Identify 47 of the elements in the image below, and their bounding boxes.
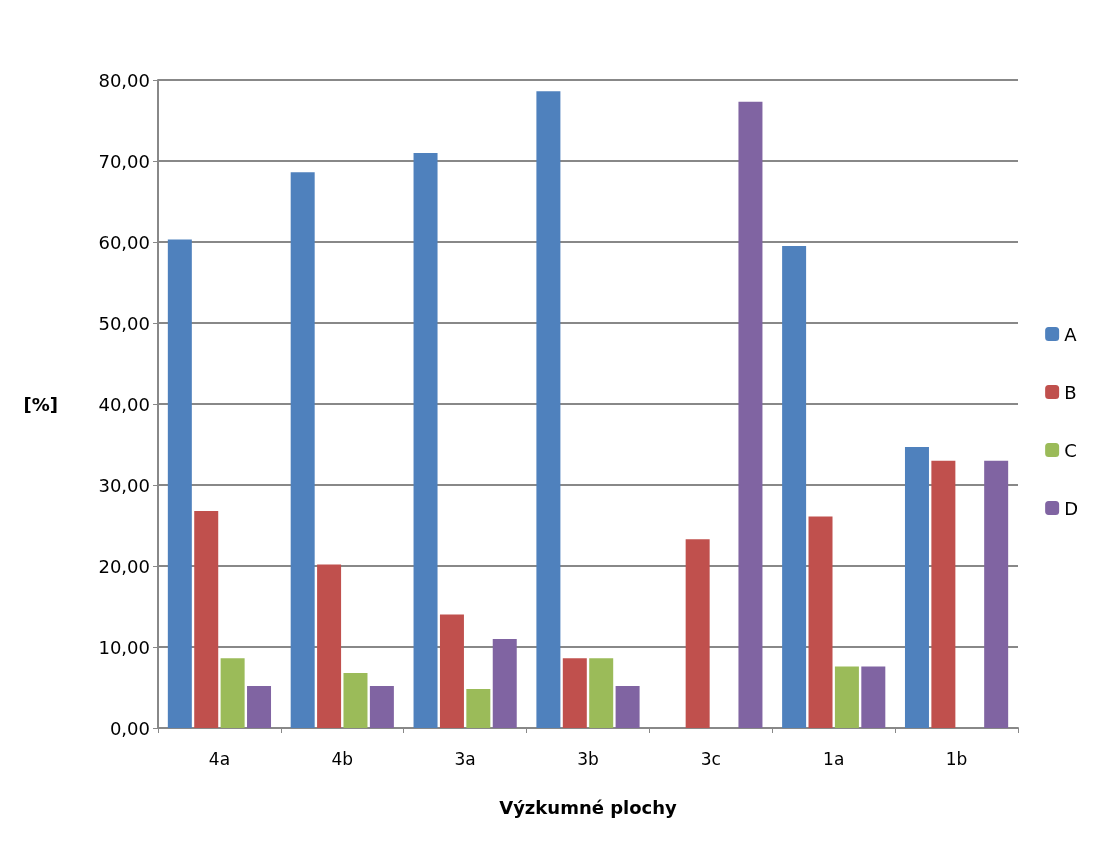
bar — [782, 246, 807, 728]
bar — [808, 516, 833, 728]
legend-label: D — [1064, 497, 1079, 519]
legend-label: A — [1064, 323, 1078, 345]
legend-label: B — [1064, 381, 1077, 403]
bar — [834, 666, 859, 728]
y-tick-label: 0,00 — [109, 717, 150, 739]
x-tick-label: 1a — [823, 748, 845, 769]
x-tick-label: 4a — [208, 748, 231, 769]
bar — [904, 446, 929, 728]
bar — [861, 666, 886, 728]
bar — [984, 460, 1009, 728]
bar — [220, 658, 245, 728]
x-tick-label: 3a — [454, 748, 476, 769]
bar — [369, 685, 394, 728]
y-tick-label: 40,00 — [98, 393, 150, 415]
bar — [343, 672, 368, 728]
bar — [317, 564, 342, 728]
bar — [536, 91, 561, 728]
legend-label: C — [1064, 439, 1077, 461]
x-tick-label: 3b — [577, 748, 599, 769]
bar — [738, 101, 763, 728]
x-axis-title: Výzkumné plochy — [499, 796, 678, 818]
x-tick-label: 4b — [331, 748, 354, 769]
y-tick-label: 70,00 — [98, 150, 150, 172]
bar — [562, 658, 587, 728]
bar — [439, 614, 464, 728]
y-tick-label: 60,00 — [98, 231, 150, 253]
bar — [615, 685, 640, 728]
bar — [466, 689, 491, 728]
bar — [589, 658, 614, 728]
bar — [413, 152, 438, 728]
x-tick-label: 1b — [945, 748, 968, 769]
bar — [492, 638, 517, 728]
y-axis-title: [%] — [23, 393, 58, 415]
y-tick-label: 10,00 — [98, 636, 150, 658]
y-tick-label: 20,00 — [98, 555, 150, 577]
bar — [290, 172, 315, 728]
y-tick-label: 80,00 — [98, 69, 150, 91]
bar — [167, 239, 192, 728]
bar — [931, 460, 956, 728]
x-tick-label: 3c — [700, 748, 721, 769]
y-tick-label: 50,00 — [98, 312, 150, 334]
bar — [194, 510, 219, 728]
bar — [685, 539, 710, 728]
y-tick-label: 30,00 — [98, 474, 150, 496]
bar — [247, 685, 272, 728]
